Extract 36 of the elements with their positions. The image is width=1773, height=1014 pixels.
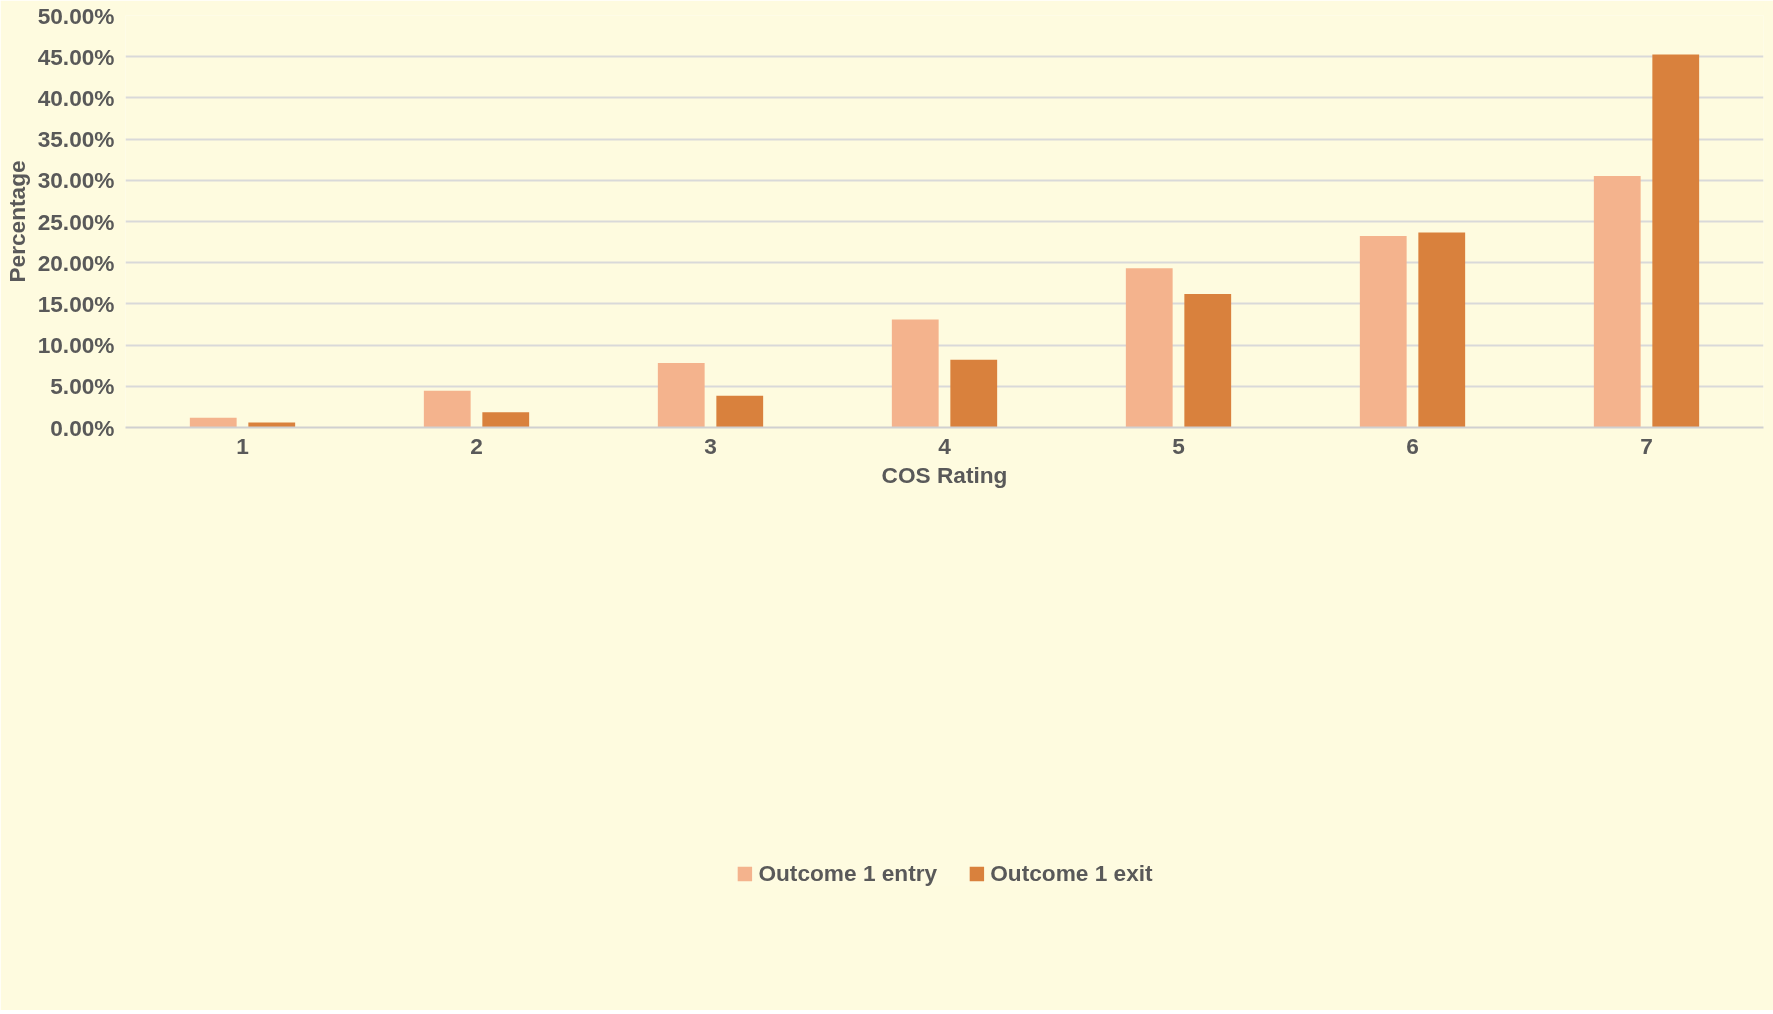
x-tick-label: 4 [938,432,952,459]
y-tick-label: 30.00% [37,167,115,194]
x-tick-label: 3 [704,432,717,459]
bar [1652,54,1700,428]
x-tick-label: 2 [470,432,483,459]
y-tick-label: 10.00% [37,332,115,359]
y-tick-label: 15.00% [37,290,115,317]
bar [950,359,998,428]
legend-label: Outcome 1 entry [758,859,938,887]
legend-label: Outcome 1 exit [990,859,1153,887]
bar [1418,232,1466,428]
bar [1184,294,1232,428]
y-tick-label: 0.00% [50,414,115,441]
bar [1125,268,1173,428]
x-tick-label: 1 [236,432,249,459]
bar [1359,235,1407,428]
y-tick-label: 35.00% [37,126,115,153]
y-tick-label: 20.00% [37,249,115,276]
y-axis-title: Percentage [3,160,30,283]
bar [657,363,705,428]
x-tick-label: 7 [1640,432,1653,459]
bar [189,417,237,428]
y-tick-label: 25.00% [37,208,115,235]
bar [891,319,939,428]
bar [1593,176,1641,428]
x-tick-label: 5 [1172,432,1185,459]
y-tick-label: 40.00% [37,84,115,111]
x-axis-title: COS Rating [881,461,1008,488]
y-tick-label: 50.00% [37,2,115,29]
bar [482,412,530,428]
bar [248,422,296,428]
bar [716,395,764,428]
y-tick-label: 45.00% [37,43,115,70]
x-tick-label: 6 [1406,432,1419,459]
bar [423,390,471,428]
y-tick-label: 5.00% [50,373,115,400]
